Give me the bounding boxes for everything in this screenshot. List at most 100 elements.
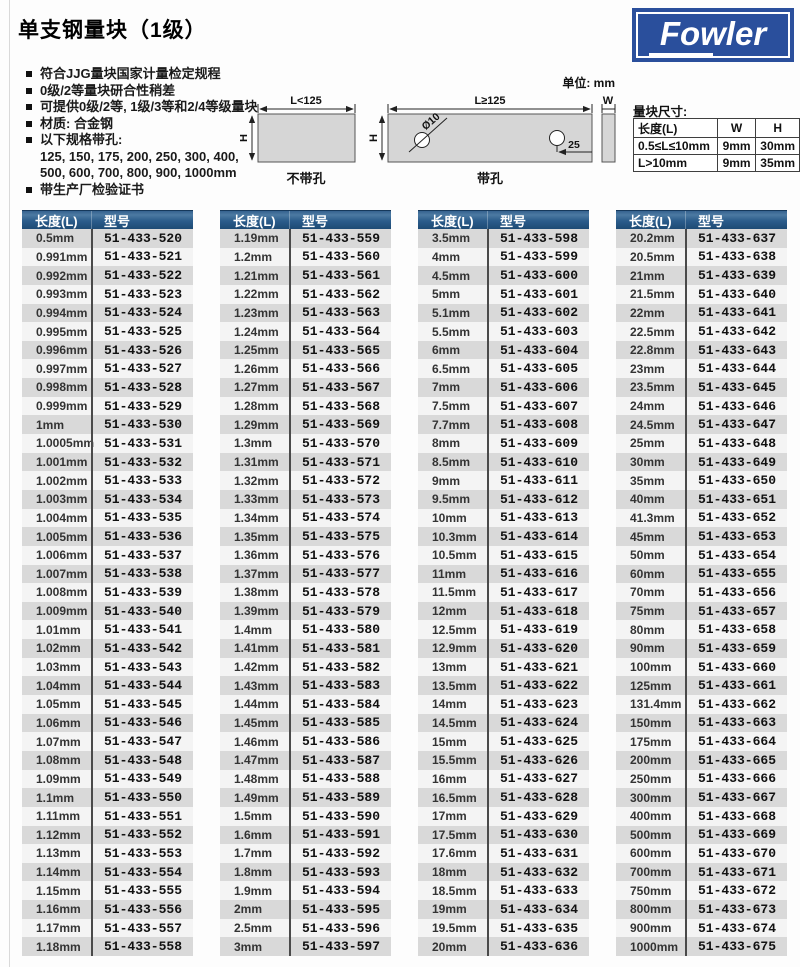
- length-cell: 1.002mm: [36, 473, 88, 488]
- length-cell: 1.38mm: [234, 585, 279, 600]
- length-cell: 1.6mm: [234, 827, 273, 842]
- table-row: 90mm 51-433-659: [616, 639, 787, 658]
- size-header-length: 长度(L): [633, 118, 718, 138]
- bullet-marker-icon: [26, 87, 32, 94]
- table-row: 1.17mm 51-433-557: [22, 918, 193, 938]
- bullet-marker-icon: [26, 186, 32, 193]
- length-cell: 1.8mm: [234, 865, 273, 880]
- length-cell: 21mm: [630, 268, 665, 283]
- length-cell: 750mm: [630, 883, 672, 898]
- table-row: 1.003mm 51-433-534: [22, 489, 193, 509]
- length-cell: 1.35mm: [234, 529, 279, 544]
- table-row: 1000mm 51-433-675: [616, 937, 787, 956]
- table-row: 1.39mm 51-433-579: [220, 601, 391, 621]
- table-row: 600mm 51-433-670: [616, 844, 787, 863]
- length-cell: 17mm: [432, 809, 467, 824]
- table-row: 1.11mm 51-433-551: [22, 806, 193, 826]
- length-cell: 1.34mm: [234, 510, 279, 525]
- length-cell: 1.001mm: [36, 455, 88, 469]
- table-row: 20mm 51-433-636: [418, 937, 589, 956]
- model-cell: 51-433-534: [91, 489, 193, 509]
- model-cell: 51-433-606: [487, 378, 589, 397]
- length-cell: 50mm: [630, 548, 665, 563]
- table-row: 13.5mm 51-433-622: [418, 676, 589, 696]
- with-hole-caption: 带孔: [477, 171, 503, 186]
- model-cell: 51-433-601: [487, 284, 589, 304]
- model-cell: 51-433-594: [289, 881, 391, 901]
- table-row: 0.992mm 51-433-522: [22, 266, 193, 285]
- model-cell: 51-433-560: [289, 247, 391, 267]
- table-row: 250mm 51-433-666: [616, 769, 787, 789]
- table-row: 125mm 51-433-661: [616, 676, 787, 696]
- length-cell: 100mm: [630, 660, 672, 675]
- table-row: 1.005mm 51-433-536: [22, 527, 193, 546]
- table-row: 0.5mm 51-433-520: [22, 229, 193, 248]
- table-row: 0.993mm 51-433-523: [22, 284, 193, 304]
- table-row: 2mm 51-433-595: [220, 900, 391, 919]
- table-row: 12mm 51-433-618: [418, 601, 589, 621]
- length-cell: 1.27mm: [234, 380, 279, 395]
- model-cell: 51-433-575: [289, 527, 391, 546]
- length-cell: 22.5mm: [630, 324, 675, 339]
- model-cell: 51-433-620: [487, 639, 589, 658]
- size-table-row: L>10mm 9mm 35mm: [633, 154, 800, 172]
- page-left-border: [9, 0, 10, 967]
- model-cell: 51-433-661: [685, 676, 787, 696]
- size-header-h: H: [755, 118, 800, 138]
- table-row: 0.991mm 51-433-521: [22, 247, 193, 267]
- size-table-title: 量块尺寸:: [633, 105, 688, 119]
- length-cell: 1.26mm: [234, 361, 279, 376]
- table-row: 1.44mm 51-433-584: [220, 695, 391, 714]
- size-cell-range: 0.5≤L≤10mm: [633, 137, 718, 155]
- table-row: 1.001mm 51-433-532: [22, 452, 193, 472]
- length-cell: 23.5mm: [630, 380, 675, 395]
- bullet-text: 可提供0级/2等, 1级/3等和2/4等级量块: [40, 99, 258, 114]
- model-cell: 51-433-549: [91, 769, 193, 789]
- model-cell: 51-433-545: [91, 695, 193, 714]
- model-cell: 51-433-525: [91, 322, 193, 341]
- table-row: 12.9mm 51-433-620: [418, 639, 589, 658]
- model-cell: 51-433-648: [685, 434, 787, 453]
- length-cell: 21.5mm: [630, 287, 675, 302]
- block-side-view: [601, 113, 616, 163]
- bullet-item: 500, 600, 700, 800, 900, 1000mm: [26, 165, 316, 182]
- model-cell: 51-433-555: [91, 881, 193, 901]
- model-cell: 51-433-546: [91, 713, 193, 733]
- bullet-item: 可提供0级/2等, 1级/3等和2/4等级量块: [26, 99, 316, 116]
- model-cell: 51-433-591: [289, 825, 391, 845]
- length-cell: 175mm: [630, 734, 672, 749]
- length-cell: 0.994mm: [36, 305, 88, 320]
- model-cell: 51-433-587: [289, 750, 391, 770]
- product-tables: 长度(L) 型号 0.5mm 51-433-520 0.991mm 51-433-521 0…: [22, 210, 787, 956]
- model-cell: 51-433-667: [685, 788, 787, 807]
- model-cell: 51-433-659: [685, 639, 787, 658]
- length-cell: 1.36mm: [234, 548, 279, 563]
- length-cell: 6.5mm: [432, 361, 471, 376]
- model-cell: 51-433-617: [487, 583, 589, 602]
- column-header-length: 长度(L): [233, 213, 276, 229]
- length-cell: 500mm: [630, 827, 672, 842]
- table-row: 1.47mm 51-433-587: [220, 750, 391, 770]
- length-cell: 35mm: [630, 473, 665, 488]
- length-cell: 1.003mm: [36, 492, 88, 507]
- length-cell: 1.14mm: [36, 865, 81, 880]
- model-cell: 51-433-583: [289, 676, 391, 696]
- model-cell: 51-433-619: [487, 620, 589, 640]
- model-cell: 51-433-602: [487, 303, 589, 323]
- table-row: 1.28mm 51-433-568: [220, 396, 391, 416]
- table-header-row: 长度(L) 型号: [418, 210, 589, 229]
- length-cell: 1.21mm: [234, 268, 279, 283]
- table-row: 15.5mm 51-433-626: [418, 750, 589, 770]
- length-cell: 7.7mm: [432, 417, 471, 432]
- bullet-text: 125, 150, 175, 200, 250, 300, 400,: [40, 148, 239, 164]
- table-row: 1.8mm 51-433-593: [220, 862, 391, 882]
- model-cell: 51-433-640: [685, 284, 787, 304]
- table-row: 18mm 51-433-632: [418, 862, 589, 882]
- table-row: 60mm 51-433-655: [616, 564, 787, 584]
- length-cell: 19.5mm: [432, 921, 477, 936]
- length-cell: 0.995mm: [36, 324, 88, 339]
- model-cell: 51-433-568: [289, 396, 391, 416]
- column-header-model: 型号: [91, 211, 193, 229]
- model-cell: 51-433-530: [91, 415, 193, 435]
- model-cell: 51-433-528: [91, 378, 193, 397]
